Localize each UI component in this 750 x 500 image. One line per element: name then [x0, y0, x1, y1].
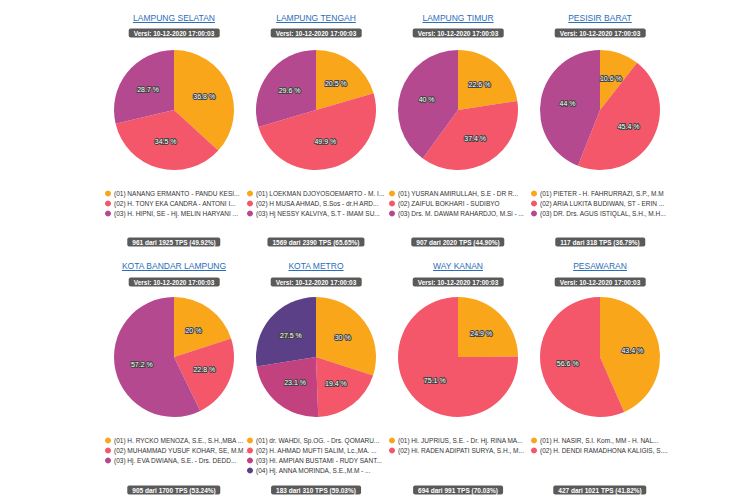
- svg-text:49.9 %: 49.9 %: [314, 138, 336, 145]
- svg-text:45.4 %: 45.4 %: [618, 123, 640, 130]
- html-text:961 dari 1925 TPS (49.92%): 961 dari 1925 TPS (49.92%): [132, 238, 216, 246]
- html-text:Versi: 10-12-2020 17:00:03: Versi: 10-12-2020 17:00:03: [275, 29, 357, 37]
- svg-text:23.1 %: 23.1 %: [284, 379, 306, 386]
- svg-text:(01) dr. WAHDI, Sp.OG. - Drs.: (01) dr. WAHDI, Sp.OG. - Drs. QOMARU...: [256, 437, 379, 445]
- svg-text:(02) Hi. RADEN ADIPATI SURYA,: (02) Hi. RADEN ADIPATI SURYA, S.H., M...: [398, 447, 524, 455]
- html-text:Versi: 10-12-2020 17:00:03: Versi: 10-12-2020 17:00:03: [417, 29, 499, 37]
- svg-text:40 %: 40 %: [419, 96, 435, 103]
- svg-text:22.6 %: 22.6 %: [469, 81, 491, 88]
- svg-text:(01) LOEKMAN DJOYOSOEMARTO - M: (01) LOEKMAN DJOYOSOEMARTO - M. I...: [256, 190, 385, 198]
- svg-text:10.6 %: 10.6 %: [600, 75, 622, 82]
- svg-text:24.9 %: 24.9 %: [470, 330, 492, 337]
- svg-text:(02) H MUSA AHMAD, S.Sos - dr.: (02) H MUSA AHMAD, S.Sos - dr.H ARD...: [256, 200, 379, 208]
- html-text:427 dari 1021 TPS (41.82%): 427 dari 1021 TPS (41.82%): [558, 486, 642, 494]
- html-text:694 dari 991 TPS (70.03%): 694 dari 991 TPS (70.03%): [418, 486, 498, 494]
- svg-text:28.7 %: 28.7 %: [137, 86, 159, 93]
- svg-text:36.8 %: 36.8 %: [193, 93, 215, 100]
- svg-text:(02) MUHAMMAD YUSUF KOHAR, SE,: (02) MUHAMMAD YUSUF KOHAR, SE, M.M ...: [114, 447, 251, 455]
- svg-text:44 %: 44 %: [560, 100, 576, 107]
- html-text:Versi: 10-12-2020 17:00:03: Versi: 10-12-2020 17:00:03: [417, 278, 499, 286]
- html-text:LAMPUNG TENGAH: LAMPUNG TENGAH: [276, 13, 356, 23]
- svg-text:22.8 %: 22.8 %: [193, 366, 215, 373]
- html-text:Versi: 10-12-2020 17:00:03: Versi: 10-12-2020 17:00:03: [275, 278, 357, 286]
- html-text:Versi: 10-12-2020 17:00:03: Versi: 10-12-2020 17:00:03: [133, 278, 215, 286]
- html-text:PESISIR BARAT: PESISIR BARAT: [568, 13, 632, 23]
- svg-text:(01) H. RYCKO MENOZA, S.E., S.: (01) H. RYCKO MENOZA, S.E., S.H.,MBA ...: [114, 437, 243, 445]
- html-text:WAY KANAN: WAY KANAN: [433, 261, 483, 271]
- html-text:Versi: 10-12-2020 17:00:03: Versi: 10-12-2020 17:00:03: [559, 278, 641, 286]
- svg-text:(03) H. HIPNI, SE - Hj. MELIN: (03) H. HIPNI, SE - Hj. MELIN HARYANI ..…: [114, 210, 238, 218]
- svg-text:(03) Hj. EVA DWIANA, S.E. - Dr: (03) Hj. EVA DWIANA, S.E. - Drs. DEDD...: [114, 457, 237, 465]
- svg-text:29.6 %: 29.6 %: [279, 87, 301, 94]
- html-text:1569 dari 2390 TPS (65.65%): 1569 dari 2390 TPS (65.65%): [272, 238, 360, 246]
- svg-text:(01) H. NASIR, S.I. Kom., MM -: (01) H. NASIR, S.I. Kom., MM - H. NAL...: [540, 437, 659, 445]
- html-text:PESAWARAN: PESAWARAN: [573, 261, 627, 271]
- svg-text:(01) YUSRAN AMIRULLAH, S.E - D: (01) YUSRAN AMIRULLAH, S.E - DR R...: [398, 190, 518, 198]
- svg-text:75.1 %: 75.1 %: [424, 377, 446, 384]
- html-text:907 dari 2020 TPS (44.90%): 907 dari 2020 TPS (44.90%): [416, 238, 500, 246]
- svg-text:(02) ZAIFUL BOKHARI - SUDIBYO: (02) ZAIFUL BOKHARI - SUDIBYO: [398, 200, 500, 208]
- svg-text:30 %: 30 %: [335, 334, 351, 341]
- svg-text:(01) Hi. JUPRIUS, S.E. - Dr. H: (01) Hi. JUPRIUS, S.E. - Dr. Hj. RINA MA…: [398, 437, 523, 445]
- svg-text:(01) NANANG ERMANTO - PANDU KE: (01) NANANG ERMANTO - PANDU KESI...: [114, 190, 240, 198]
- svg-text:(02) H. TONY EKA CANDRA - ANTO: (02) H. TONY EKA CANDRA - ANTONI I...: [114, 200, 236, 208]
- html-text:905 dari 1700 TPS (53.24%): 905 dari 1700 TPS (53.24%): [132, 486, 216, 494]
- svg-text:(03) Drs. M. DAWAM RAHARDJO, M: (03) Drs. M. DAWAM RAHARDJO, M.Si - ...: [398, 210, 524, 218]
- svg-text:(04) Hj. ANNA MORINDA, S.E.,M.: (04) Hj. ANNA MORINDA, S.E.,M.M - ...: [256, 467, 371, 475]
- svg-text:(02) H. DENDI RAMADHONA KALIGI: (02) H. DENDI RAMADHONA KALIGIS, S....: [540, 447, 668, 455]
- html-text:KOTA BANDAR LAMPUNG: KOTA BANDAR LAMPUNG: [121, 261, 227, 271]
- html-text:Versi: 10-12-2020 17:00:03: Versi: 10-12-2020 17:00:03: [559, 29, 641, 37]
- svg-text:34.5 %: 34.5 %: [155, 138, 177, 145]
- svg-text:57.2 %: 57.2 %: [131, 361, 153, 368]
- svg-text:27.5 %: 27.5 %: [280, 332, 302, 339]
- svg-text:43.4 %: 43.4 %: [621, 347, 643, 354]
- svg-text:56.6 %: 56.6 %: [557, 360, 579, 367]
- svg-text:(02) H. AHMAD MUFTI SALIM, Lc.: (02) H. AHMAD MUFTI SALIM, Lc.,MA. ...: [256, 447, 377, 455]
- svg-text:20.5 %: 20.5 %: [325, 80, 347, 87]
- html-text:LAMPUNG SELATAN: LAMPUNG SELATAN: [133, 13, 215, 23]
- svg-text:(02) ARIA LUKITA BUDIWAN, ST -: (02) ARIA LUKITA BUDIWAN, ST - ERIN ...: [540, 200, 664, 208]
- svg-text:(01) PIETER - H. FAHRURRAZI, S: (01) PIETER - H. FAHRURRAZI, S.P., M.M: [540, 190, 664, 198]
- html-text:KOTA METRO: KOTA METRO: [288, 261, 344, 271]
- html-text:LAMPUNG TIMUR: LAMPUNG TIMUR: [422, 13, 494, 23]
- svg-text:(03) Hi. AMPIAN BUSTAMI - RUDY: (03) Hi. AMPIAN BUSTAMI - RUDY SANT...: [256, 457, 382, 465]
- html-text:Versi: 10-12-2020 17:00:03: Versi: 10-12-2020 17:00:03: [133, 29, 215, 37]
- svg-text:20 %: 20 %: [185, 327, 201, 334]
- html-text:183 dari 310 TPS (59.03%): 183 dari 310 TPS (59.03%): [276, 486, 356, 494]
- svg-text:37.4 %: 37.4 %: [464, 135, 486, 142]
- svg-text:(03) DR. Drs. AGUS ISTIQLAL, S: (03) DR. Drs. AGUS ISTIQLAL, S.H., M.H..…: [540, 210, 666, 218]
- svg-text:19.4 %: 19.4 %: [325, 380, 347, 387]
- html-text:117 dari 318 TPS (36.79%): 117 dari 318 TPS (36.79%): [560, 238, 640, 246]
- svg-text:(03) Hj NESSY KALVIYA, S.T - I: (03) Hj NESSY KALVIYA, S.T - IMAM SU...: [256, 210, 380, 218]
